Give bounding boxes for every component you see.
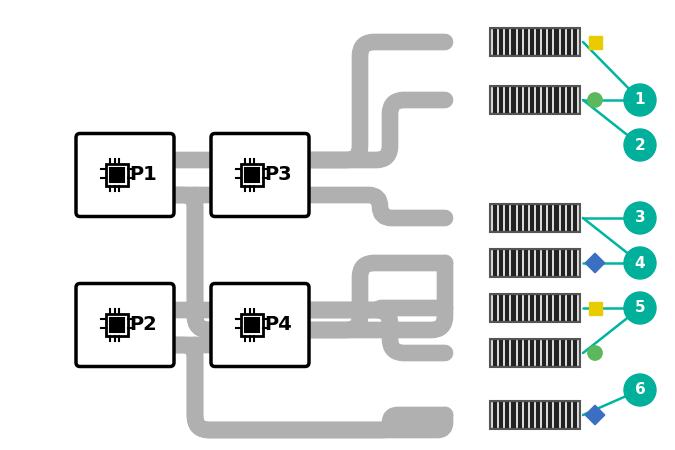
Circle shape	[624, 247, 656, 279]
Bar	[490, 339, 580, 367]
Circle shape	[588, 93, 602, 107]
Bar	[490, 28, 580, 56]
Bar	[589, 36, 601, 49]
Bar	[106, 314, 128, 336]
Bar	[490, 294, 580, 322]
Text: 4: 4	[634, 256, 645, 270]
Bar	[490, 204, 580, 232]
Bar	[106, 164, 128, 186]
Bar	[110, 168, 124, 182]
Bar	[490, 86, 580, 114]
Bar	[490, 294, 580, 322]
Bar	[241, 314, 263, 336]
FancyBboxPatch shape	[211, 134, 309, 216]
Polygon shape	[585, 253, 605, 273]
Text: P4: P4	[264, 315, 292, 334]
Text: P1: P1	[129, 166, 157, 184]
Bar	[245, 318, 259, 332]
Text: 5: 5	[634, 301, 645, 315]
Bar	[241, 164, 263, 186]
Text: P2: P2	[129, 315, 157, 334]
Bar	[110, 318, 124, 332]
Text: 6: 6	[634, 382, 645, 397]
Bar	[490, 249, 580, 277]
Circle shape	[624, 129, 656, 161]
Bar	[490, 339, 580, 367]
Circle shape	[588, 346, 602, 360]
Text: 2: 2	[634, 138, 645, 153]
Polygon shape	[585, 405, 605, 425]
Text: 1: 1	[634, 93, 645, 108]
Circle shape	[624, 292, 656, 324]
Bar	[490, 249, 580, 277]
FancyBboxPatch shape	[76, 134, 174, 216]
Circle shape	[624, 374, 656, 406]
FancyBboxPatch shape	[76, 284, 174, 366]
Text: 3: 3	[634, 211, 645, 225]
Bar	[490, 28, 580, 56]
Bar	[490, 204, 580, 232]
Text: P3: P3	[264, 166, 292, 184]
Bar	[490, 401, 580, 429]
Bar	[490, 401, 580, 429]
Bar	[245, 168, 259, 182]
Circle shape	[624, 202, 656, 234]
Circle shape	[624, 84, 656, 116]
Bar	[589, 302, 601, 315]
Bar	[490, 86, 580, 114]
FancyBboxPatch shape	[211, 284, 309, 366]
